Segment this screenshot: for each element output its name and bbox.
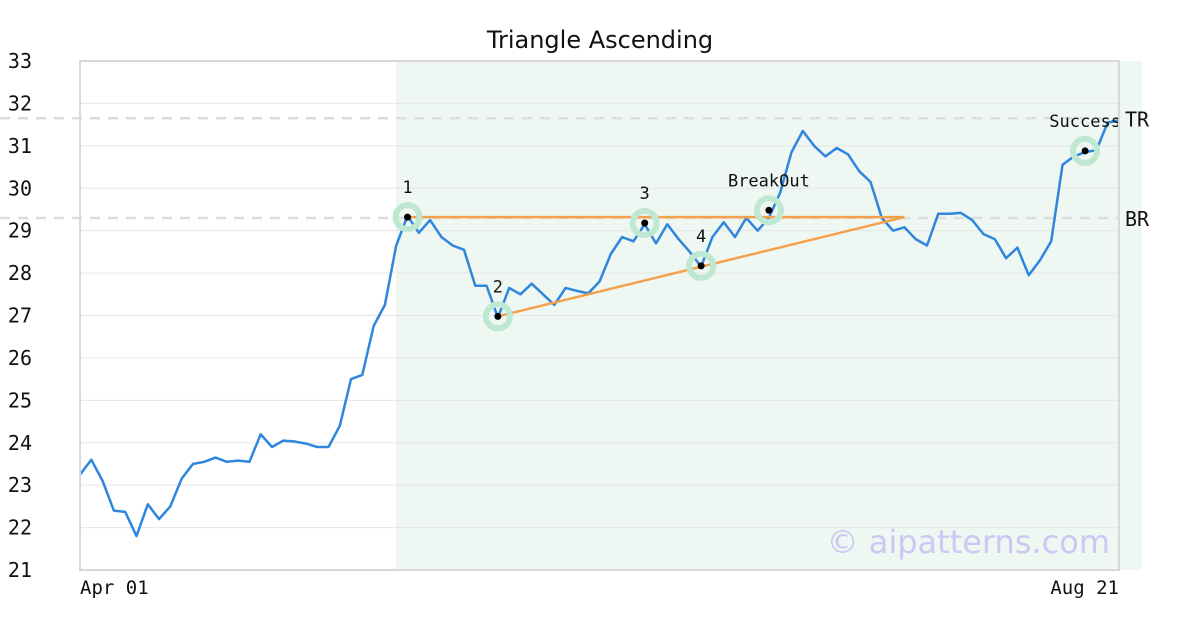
y-tick-label: 26 — [8, 346, 32, 370]
y-tick-label: 31 — [8, 134, 32, 158]
point-label-1: 1 — [402, 178, 412, 198]
gridlines — [80, 102, 1119, 529]
point-label-3: 3 — [640, 184, 650, 204]
pattern-points: 1 2 3 4 BreakOut Success — [392, 112, 1121, 332]
point-marker-breakout — [765, 206, 773, 214]
point-label-success: Success — [1049, 112, 1121, 132]
plot-frame — [79, 60, 1120, 571]
point-halo-breakout — [753, 195, 784, 226]
point-halo-3 — [629, 208, 660, 239]
price-line — [79, 119, 1120, 538]
price-series-group — [79, 119, 1120, 538]
y-tick-label: 21 — [8, 558, 32, 582]
point-marker-3 — [641, 219, 649, 227]
point-label-4: 4 — [696, 227, 706, 247]
y-tick-label: 24 — [8, 431, 32, 455]
point-label-breakout: BreakOut — [728, 171, 810, 191]
y-tick-label: 32 — [8, 91, 32, 115]
chart-title: Triangle Ascending — [486, 26, 713, 54]
x-tick-label-start: Apr 01 — [80, 577, 149, 599]
point-marker-2 — [494, 312, 502, 320]
y-tick-label: 27 — [8, 304, 32, 328]
y-tick-label: 33 — [8, 49, 32, 73]
level-label-tr: TR — [1125, 107, 1150, 131]
y-tick-label: 30 — [8, 176, 32, 200]
y-axis-ticks: 21 22 23 24 25 26 27 28 29 30 31 32 33 — [8, 49, 32, 582]
point-label-2: 2 — [493, 277, 503, 297]
point-marker-4 — [697, 262, 705, 270]
y-tick-label: 23 — [8, 473, 32, 497]
point-halo-4 — [686, 250, 717, 281]
y-tick-label: 25 — [8, 388, 32, 412]
watermark: © aipatterns.com — [827, 523, 1110, 561]
point-marker-1 — [404, 213, 412, 221]
y-tick-label: 22 — [8, 516, 32, 540]
point-marker-success — [1081, 147, 1089, 155]
point-halo-2 — [482, 301, 513, 332]
level-label-br: BR — [1125, 207, 1150, 231]
point-halo-success — [1070, 135, 1101, 166]
x-tick-label-end: Aug 21 — [1050, 577, 1119, 599]
y-tick-label: 28 — [8, 261, 32, 285]
point-halo-1 — [392, 202, 423, 233]
y-tick-label: 29 — [8, 219, 32, 243]
